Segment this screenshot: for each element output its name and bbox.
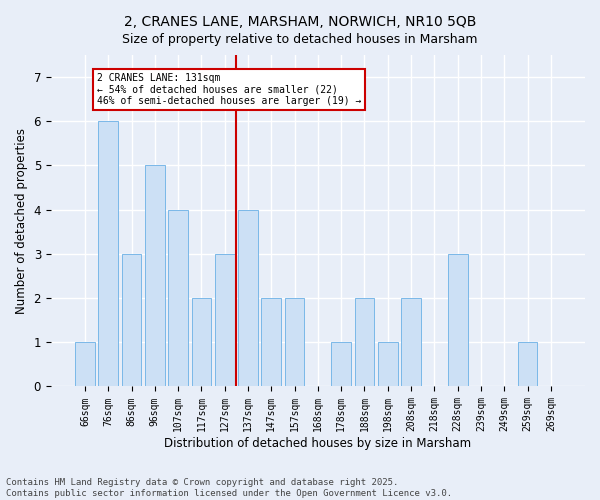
Bar [215,254,235,386]
X-axis label: Distribution of detached houses by size in Marsham: Distribution of detached houses by size … [164,437,472,450]
Bar [122,254,142,386]
Bar [378,342,398,386]
Bar [98,122,118,386]
Text: 2, CRANES LANE, MARSHAM, NORWICH, NR10 5QB: 2, CRANES LANE, MARSHAM, NORWICH, NR10 5… [124,15,476,29]
Bar [448,254,467,386]
Bar [355,298,374,386]
Y-axis label: Number of detached properties: Number of detached properties [15,128,28,314]
Text: Contains HM Land Registry data © Crown copyright and database right 2025.
Contai: Contains HM Land Registry data © Crown c… [6,478,452,498]
Text: 2 CRANES LANE: 131sqm
← 54% of detached houses are smaller (22)
46% of semi-deta: 2 CRANES LANE: 131sqm ← 54% of detached … [97,72,361,106]
Bar [75,342,95,386]
Bar [284,298,304,386]
Bar [191,298,211,386]
Bar [168,210,188,386]
Bar [331,342,351,386]
Bar [262,298,281,386]
Text: Size of property relative to detached houses in Marsham: Size of property relative to detached ho… [122,32,478,46]
Bar [518,342,538,386]
Bar [238,210,258,386]
Bar [145,166,165,386]
Bar [401,298,421,386]
